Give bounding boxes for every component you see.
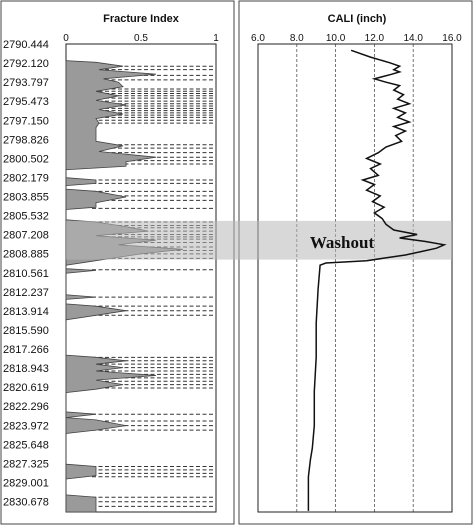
cali-tick-label-0: 6.0	[251, 33, 265, 44]
depth-label-7: 2802.179	[3, 172, 49, 184]
fracture-index-x-axis: 0 0.5 1	[63, 33, 219, 44]
cali-tick-label-2: 10.0	[326, 33, 346, 44]
depth-labels: 2790.444 2792.120 2793.797 2795.473 2797.150…	[3, 39, 49, 509]
depth-label-3: 2795.473	[3, 96, 49, 108]
depth-label-21: 2825.648	[3, 439, 49, 451]
washout-band	[66, 220, 452, 260]
depth-label-16: 2817.266	[3, 344, 49, 356]
depth-label-22: 2827.325	[3, 458, 49, 470]
cali-curve	[307, 49, 447, 511]
depth-label-1: 2792.120	[3, 58, 49, 70]
depth-label-17: 2818.943	[3, 363, 49, 375]
depth-label-6: 2800.502	[3, 153, 49, 165]
depth-label-15: 2815.590	[3, 325, 49, 337]
depth-label-0: 2790.444	[3, 39, 49, 51]
depth-label-14: 2813.914	[3, 306, 49, 318]
fracture-index-title: Fracture Index	[103, 13, 180, 25]
depth-label-12: 2810.561	[3, 268, 49, 280]
depth-label-11: 2808.885	[3, 249, 49, 261]
washout-label: Washout	[310, 233, 375, 252]
fi-tick-label-1: 0.5	[134, 33, 148, 44]
cali-tick-label-4: 14.0	[403, 33, 423, 44]
depth-label-2: 2793.797	[3, 77, 49, 89]
depth-label-5: 2798.826	[3, 134, 49, 146]
cali-tick-label-5: 16.0	[442, 33, 462, 44]
depth-label-4: 2797.150	[3, 115, 49, 127]
depth-label-13: 2812.237	[3, 287, 49, 299]
fi-tick-label-2: 1	[213, 33, 219, 44]
depth-label-10: 2807.208	[3, 230, 49, 242]
depth-label-20: 2823.972	[3, 420, 49, 432]
cali-tick-label-1: 8.0	[290, 33, 304, 44]
cali-plot-frame	[257, 43, 453, 513]
cali-tick-label-3: 12.0	[365, 33, 385, 44]
cali-x-axis: 6.0 8.0 10.0 12.0 14.0 16.0	[251, 33, 462, 44]
fi-tick-label-0: 0	[63, 33, 69, 44]
depth-label-19: 2822.296	[3, 401, 49, 413]
depth-label-9: 2805.532	[3, 211, 49, 223]
depth-label-18: 2820.619	[3, 382, 49, 394]
depth-label-24: 2830.678	[3, 497, 49, 509]
cali-panel-border	[238, 0, 473, 525]
cali-title: CALI (inch)	[328, 13, 387, 25]
depth-label-8: 2803.855	[3, 192, 49, 204]
cali-gridlines	[296, 44, 414, 512]
fracture-panel-border	[0, 0, 235, 525]
depth-label-23: 2829.001	[3, 477, 49, 489]
